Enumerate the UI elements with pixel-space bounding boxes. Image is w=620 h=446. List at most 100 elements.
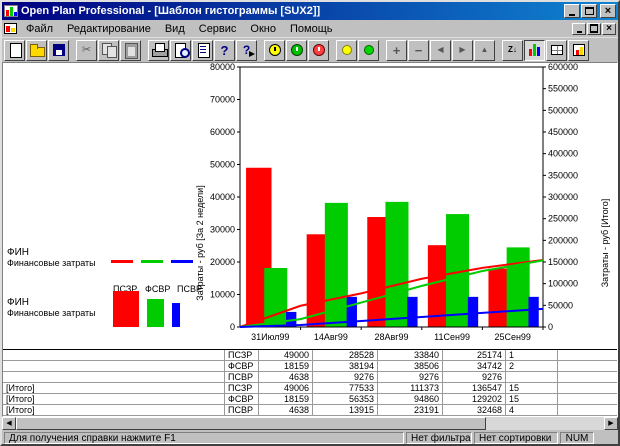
legend-bar-label-pszr: ПСЗР <box>113 284 138 294</box>
add-button: + <box>386 39 407 61</box>
table-cell-filler <box>558 350 617 360</box>
status-bar: Для получения справки нажмите F1 Нет фил… <box>2 430 618 444</box>
floppy-icon <box>51 42 67 58</box>
cumulative-line-pszr-total <box>239 259 544 328</box>
child-close-button[interactable]: × <box>602 22 616 35</box>
table-cell-value: 111373 <box>378 383 443 393</box>
table-cell-value: 1 <box>506 350 558 360</box>
paste-button <box>120 39 141 61</box>
right-axis-tick-label: 250000 <box>548 214 578 224</box>
cut-button: ✂ <box>76 39 97 61</box>
print-button[interactable] <box>148 39 169 61</box>
printer-icon <box>151 42 168 58</box>
table-cell-value: 4638 <box>259 372 313 382</box>
left-axis-tick-label: 80000 <box>210 63 235 72</box>
table-row: ПСВР 4638 9276 9276 9276 <box>3 372 617 383</box>
histogram-view-button[interactable] <box>524 39 545 61</box>
x-axis-label: 11Сен99 <box>434 332 470 342</box>
ball-green-icon <box>361 42 377 58</box>
cost-analysis-button[interactable] <box>308 39 329 61</box>
maximize-icon <box>584 7 594 15</box>
context-help-button[interactable]: ? <box>236 39 257 61</box>
preview-icon <box>173 42 190 58</box>
histogram-chart: 0 10000 20000 30000 40000 50000 60000 70000 8000… <box>195 63 610 342</box>
status-num-indicator: NUM <box>560 431 594 444</box>
folder-icon <box>29 42 45 58</box>
scrollbar-track[interactable] <box>16 417 604 430</box>
table-cell-label: ФСВР <box>225 394 259 404</box>
child-window-icon[interactable] <box>4 23 17 34</box>
table-cell-group <box>3 361 225 371</box>
help-button[interactable]: ? <box>214 39 235 61</box>
report-button[interactable] <box>192 39 213 61</box>
scroll-left-button[interactable]: ◀ <box>2 417 16 430</box>
child-minimize-icon <box>576 30 582 33</box>
clock-red-icon <box>311 42 327 58</box>
menu-item-tools[interactable]: Сервис <box>198 22 237 35</box>
maximize-button[interactable] <box>581 4 597 18</box>
scrollbar-thumb[interactable] <box>16 417 486 430</box>
remove-button: − <box>408 39 429 61</box>
menu-item-file[interactable]: Файл <box>26 22 54 35</box>
child-minimize-button[interactable] <box>572 22 586 35</box>
legend-bars-labels: ПСЗР ФСВР ПСВР <box>113 284 202 294</box>
table-cell-value: 18159 <box>259 361 313 371</box>
bar-psvr <box>346 296 357 327</box>
table-cell-label: ПСВР <box>225 372 259 382</box>
status-help-text: Для получения справки нажмите F1 <box>4 431 404 444</box>
minimize-button[interactable] <box>564 4 580 18</box>
chart-view-button[interactable] <box>568 39 589 61</box>
table-cell-value: 38194 <box>313 361 378 371</box>
open-button[interactable] <box>26 39 47 61</box>
left-axis-tick-label: 50000 <box>210 160 235 170</box>
scroll-right-button[interactable]: ▶ <box>604 417 618 430</box>
sort-button[interactable]: Z↓ <box>502 39 523 61</box>
prev-button: ◀ <box>430 39 451 61</box>
child-restore-icon <box>590 24 598 33</box>
legend-bars: ФИН Финансовые затраты <box>7 297 111 318</box>
table-cell-label: ПСВР <box>225 405 259 415</box>
table-cell-label: ПСЗР <box>225 383 259 393</box>
menu-item-view[interactable]: Вид <box>164 22 185 35</box>
status-green-button[interactable] <box>358 39 379 61</box>
cumulative-line-fsvr-total <box>239 259 544 328</box>
status-yellow-button[interactable] <box>336 39 357 61</box>
horizontal-scrollbar[interactable]: ◀ ▶ <box>2 417 618 430</box>
left-axis-tick-label: 70000 <box>210 95 235 105</box>
legend-line-samples <box>111 247 193 268</box>
menu-item-window[interactable]: Окно <box>250 22 276 35</box>
child-restore-button[interactable] <box>587 22 601 35</box>
table-cell-filler <box>558 361 617 371</box>
bar-psvr <box>407 296 418 327</box>
right-axis-tick-label: 50000 <box>548 300 573 310</box>
table-cell-value: 49006 <box>259 383 313 393</box>
close-button[interactable]: × <box>600 4 616 18</box>
toolbar: ✂?? + − ◀ ▶ ▲ Z↓ <box>2 37 618 62</box>
grid-icon <box>549 42 565 58</box>
new-button[interactable] <box>4 39 25 61</box>
app-icon <box>4 5 18 17</box>
table-cell-value: 33840 <box>378 350 443 360</box>
up-button: ▲ <box>474 39 495 61</box>
right-axis-tick-label: 100000 <box>548 279 578 289</box>
print-preview-button[interactable] <box>170 39 191 61</box>
plus-icon: + <box>392 42 401 58</box>
save-button[interactable] <box>48 39 69 61</box>
table-cell-group <box>3 372 225 382</box>
table-row: [Итого] ФСВР 18159 56353 94860 129202 15 <box>3 394 617 405</box>
legend-lines: ФИН Финансовые затраты <box>7 247 237 268</box>
time-analysis-button[interactable] <box>264 39 285 61</box>
bar-fsvr <box>506 247 530 327</box>
menu-items: Файл Редактирование Вид Сервис Окно Помощь <box>19 22 339 36</box>
menu-item-edit[interactable]: Редактирование <box>67 22 151 35</box>
spreadsheet-view-button[interactable] <box>546 39 567 61</box>
cumulative-line-psvr-total <box>239 307 544 328</box>
arrow-right-icon: ▶ <box>459 45 466 54</box>
resource-analysis-button[interactable] <box>286 39 307 61</box>
menu-item-help[interactable]: Помощь <box>289 22 333 35</box>
table-cell-value: 13915 <box>313 405 378 415</box>
legend-lines-subtitle: Финансовые затраты <box>7 258 96 268</box>
bar-psvr <box>467 296 479 327</box>
toolbar-separator <box>380 40 385 61</box>
right-axis-tick-label: 200000 <box>548 235 578 245</box>
